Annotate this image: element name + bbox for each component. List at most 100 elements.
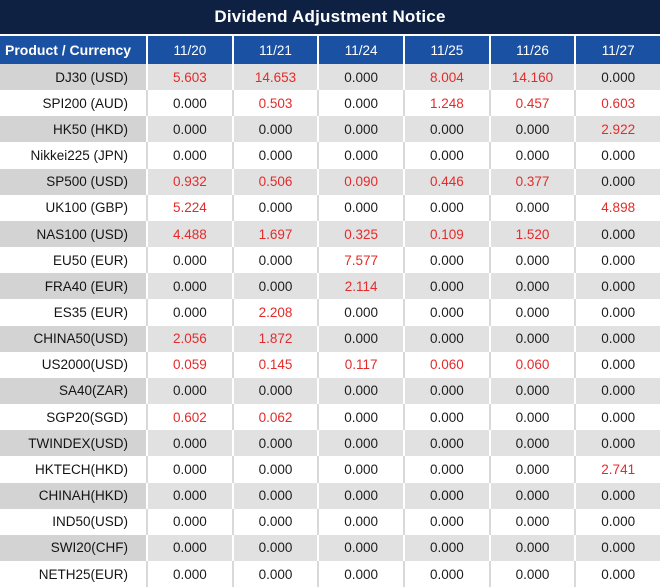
value-cell: 0.000 xyxy=(405,560,491,587)
value-cell: 0.000 xyxy=(148,377,234,405)
product-cell: CHINA50(USD) xyxy=(0,325,148,352)
value-cell: 0.000 xyxy=(490,482,577,509)
value-cell: 0.000 xyxy=(490,377,577,405)
value-cell: 0.000 xyxy=(319,482,406,509)
value-cell: 0.000 xyxy=(319,116,406,143)
value-cell: 0.000 xyxy=(148,508,234,535)
column-header-date: 11/24 xyxy=(319,36,406,64)
value-cell: 0.000 xyxy=(148,90,234,117)
table-row: CHINA50(USD) 2.056 1.872 0.000 0.000 0.000 0.0… xyxy=(0,325,660,352)
value-cell: 0.000 xyxy=(576,64,660,91)
value-cell: 0.000 xyxy=(576,247,660,274)
table-row: CHINAH(HKD) 0.000 0.000 0.000 0.000 0.000 0.00… xyxy=(0,482,660,509)
value-cell: 0.000 xyxy=(490,194,577,221)
column-header-date: 11/27 xyxy=(601,42,635,58)
product-cell: NETH25(EUR) xyxy=(0,560,148,587)
value-cell: 0.000 xyxy=(490,560,577,587)
value-cell: 0.000 xyxy=(233,247,320,274)
table-body: DJ30 (USD) 5.603 14.653 0.000 8.004 14.160 0.0… xyxy=(0,64,660,587)
page-title: Dividend Adjustment Notice xyxy=(214,7,446,26)
product-cell: HKTECH(HKD) xyxy=(0,456,148,483)
product-cell: US2000(USD) xyxy=(0,351,148,378)
value-cell: 0.000 xyxy=(148,482,234,509)
product-cell: TWINDEX(USD) xyxy=(0,430,148,457)
product-cell: HK50 (HKD) xyxy=(0,116,148,143)
product-cell: DJ30 (USD) xyxy=(0,64,148,91)
value-cell: 0.000 xyxy=(148,116,234,143)
value-cell: 2.922 xyxy=(576,116,660,143)
value-cell: 0.000 xyxy=(148,560,234,587)
table-row: US2000(USD) 0.059 0.145 0.117 0.060 0.060 0.00… xyxy=(0,351,660,378)
value-cell: 0.000 xyxy=(576,377,660,405)
value-cell: 0.000 xyxy=(576,299,660,326)
product-cell: NAS100 (USD) xyxy=(0,220,148,248)
value-cell: 0.000 xyxy=(576,351,660,378)
value-cell: 5.603 xyxy=(148,64,234,91)
table-row: Nikkei225 (JPN) 0.000 0.000 0.000 0.000 0.000… xyxy=(0,142,660,169)
value-cell: 0.000 xyxy=(490,273,577,300)
value-cell: 0.000 xyxy=(405,456,491,483)
value-cell: 0.000 xyxy=(576,430,660,457)
table-row: SWI20(CHF) 0.000 0.000 0.000 0.000 0.000 0.000 xyxy=(0,534,660,561)
value-cell: 4.488 xyxy=(148,220,234,248)
value-cell: 0.060 xyxy=(405,351,491,378)
value-cell: 0.000 xyxy=(233,456,320,483)
product-cell: SWI20(CHF) xyxy=(0,534,148,561)
table-header-row: Product / Currency 11/20 11/21 11/24 11/25 1… xyxy=(0,36,660,64)
product-cell: CHINAH(HKD) xyxy=(0,482,148,509)
value-cell: 0.000 xyxy=(319,456,406,483)
column-header-date: 11/26 xyxy=(491,36,577,64)
value-cell: 0.000 xyxy=(319,534,406,561)
title-bar: Dividend Adjustment Notice xyxy=(0,0,660,36)
product-cell: EU50 (EUR) xyxy=(0,247,148,274)
value-cell: 0.000 xyxy=(233,116,320,143)
value-cell: 0.000 xyxy=(490,508,577,535)
table-row: EU50 (EUR) 0.000 0.000 7.577 0.000 0.000 0.000 xyxy=(0,247,660,274)
value-cell: 0.000 xyxy=(233,194,320,221)
table-row: DJ30 (USD) 5.603 14.653 0.000 8.004 14.160 0.0… xyxy=(0,64,660,91)
value-cell: 0.090 xyxy=(319,168,406,195)
value-cell: 7.577 xyxy=(319,247,406,274)
value-cell: 0.000 xyxy=(405,430,491,457)
product-cell: FRA40 (EUR) xyxy=(0,273,148,300)
value-cell: 0.000 xyxy=(576,508,660,535)
value-cell: 0.000 xyxy=(405,247,491,274)
value-cell: 0.506 xyxy=(233,168,320,195)
value-cell: 1.697 xyxy=(233,220,320,248)
value-cell: 0.000 xyxy=(405,142,491,169)
value-cell: 0.503 xyxy=(233,90,320,117)
value-cell: 0.000 xyxy=(405,508,491,535)
value-cell: 2.056 xyxy=(148,325,234,352)
value-cell: 0.062 xyxy=(233,404,320,431)
value-cell: 0.000 xyxy=(319,560,406,587)
table-row: SGP20(SGD) 0.602 0.062 0.000 0.000 0.000 0.000 xyxy=(0,404,660,431)
value-cell: 0.000 xyxy=(319,194,406,221)
value-cell: 0.000 xyxy=(490,325,577,352)
value-cell: 0.325 xyxy=(319,220,406,248)
value-cell: 0.000 xyxy=(576,220,660,248)
table-row: SP500 (USD) 0.932 0.506 0.090 0.446 0.377 0.00… xyxy=(0,168,660,195)
value-cell: 1.520 xyxy=(490,220,577,248)
table-row: NAS100 (USD) 4.488 1.697 0.325 0.109 1.520 0.0… xyxy=(0,220,660,248)
value-cell: 0.000 xyxy=(319,508,406,535)
product-cell: SGP20(SGD) xyxy=(0,404,148,431)
value-cell: 0.000 xyxy=(405,299,491,326)
value-cell: 0.602 xyxy=(148,404,234,431)
value-cell: 0.000 xyxy=(405,325,491,352)
value-cell: 0.000 xyxy=(576,560,660,587)
value-cell: 0.000 xyxy=(319,64,406,91)
value-cell: 0.060 xyxy=(490,351,577,378)
value-cell: 0.000 xyxy=(233,377,320,405)
value-cell: 1.872 xyxy=(233,325,320,352)
value-cell: 14.160 xyxy=(490,64,577,91)
table-row: HKTECH(HKD) 0.000 0.000 0.000 0.000 0.000 2.74… xyxy=(0,456,660,483)
product-cell: ES35 (EUR) xyxy=(0,299,148,326)
value-cell: 0.457 xyxy=(490,90,577,117)
value-cell: 0.000 xyxy=(233,534,320,561)
value-cell: 0.000 xyxy=(319,142,406,169)
value-cell: 0.000 xyxy=(319,404,406,431)
value-cell: 0.932 xyxy=(148,168,234,195)
product-cell: SP500 (USD) xyxy=(0,168,148,195)
table-row: UK100 (GBP) 5.224 0.000 0.000 0.000 0.000 4.89… xyxy=(0,194,660,221)
value-cell: 0.377 xyxy=(490,168,577,195)
